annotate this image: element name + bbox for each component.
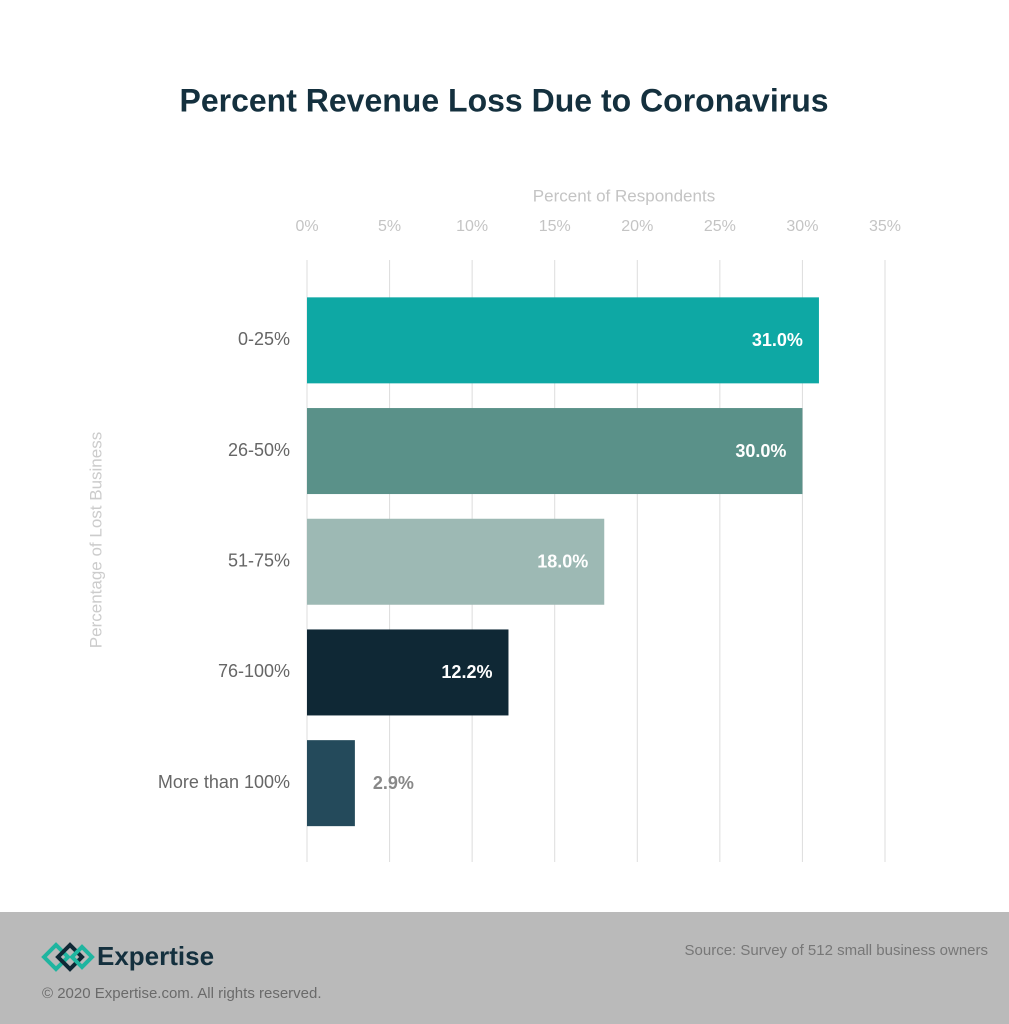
x-tick-label: 35%	[869, 218, 901, 235]
y-tick-label: 51-75%	[228, 551, 290, 571]
y-tick-label: 76-100%	[218, 661, 290, 681]
y-tick-label: 0-25%	[238, 329, 290, 349]
y-axis-label: Percentage of Lost Business	[86, 432, 105, 648]
data-label: 12.2%	[441, 662, 492, 682]
data-label: 31.0%	[752, 330, 803, 350]
x-tick-label: 30%	[786, 218, 818, 235]
y-tick-label: 26-50%	[228, 440, 290, 460]
bar	[307, 740, 355, 827]
x-tick-label: 5%	[378, 218, 401, 235]
data-label: 30.0%	[735, 441, 786, 461]
data-label: 18.0%	[537, 552, 588, 572]
x-axis-label: Percent of Respondents	[533, 186, 715, 205]
x-tick-label: 25%	[704, 218, 736, 235]
bar	[307, 297, 819, 384]
x-tick-label: 0%	[295, 218, 318, 235]
x-tick-label: 20%	[621, 218, 653, 235]
x-tick-label: 10%	[456, 218, 488, 235]
brand: Expertise	[97, 941, 214, 971]
x-tick-label: 15%	[539, 218, 571, 235]
footer-band	[0, 912, 1009, 1024]
data-label: 2.9%	[373, 773, 414, 793]
y-tick-label: More than 100%	[158, 772, 290, 792]
copyright: © 2020 Expertise.com. All rights reserve…	[42, 985, 322, 1002]
chart-title: Percent Revenue Loss Due to Coronavirus	[179, 82, 828, 118]
source: Source: Survey of 512 small business own…	[685, 942, 988, 959]
bar	[307, 408, 803, 495]
bar	[307, 629, 509, 716]
bar	[307, 518, 605, 605]
logo-icon	[41, 942, 95, 972]
